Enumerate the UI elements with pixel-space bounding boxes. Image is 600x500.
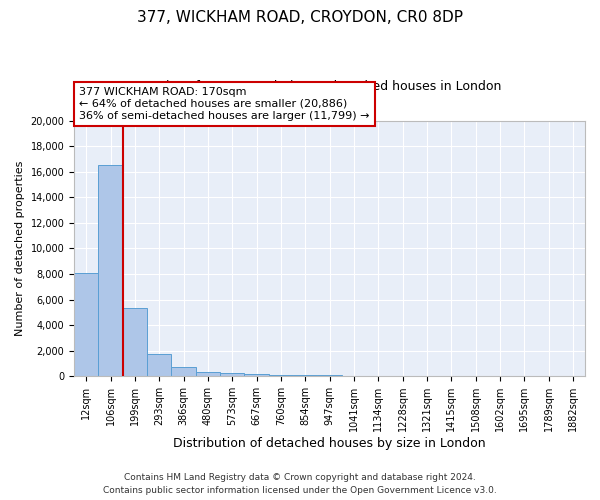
Text: 377 WICKHAM ROAD: 170sqm
← 64% of detached houses are smaller (20,886)
36% of se: 377 WICKHAM ROAD: 170sqm ← 64% of detach… bbox=[79, 88, 370, 120]
Bar bbox=[293, 375, 317, 376]
Bar bbox=[196, 372, 220, 376]
Bar bbox=[98, 166, 123, 376]
Title: Size of property relative to detached houses in London: Size of property relative to detached ho… bbox=[158, 80, 501, 93]
Bar bbox=[74, 274, 98, 376]
X-axis label: Distribution of detached houses by size in London: Distribution of detached houses by size … bbox=[173, 437, 486, 450]
Bar bbox=[269, 374, 293, 376]
Bar bbox=[172, 368, 196, 376]
Bar bbox=[220, 374, 244, 376]
Text: Contains HM Land Registry data © Crown copyright and database right 2024.
Contai: Contains HM Land Registry data © Crown c… bbox=[103, 474, 497, 495]
Bar bbox=[147, 354, 172, 376]
Bar bbox=[244, 374, 269, 376]
Text: 377, WICKHAM ROAD, CROYDON, CR0 8DP: 377, WICKHAM ROAD, CROYDON, CR0 8DP bbox=[137, 10, 463, 25]
Bar bbox=[123, 308, 147, 376]
Y-axis label: Number of detached properties: Number of detached properties bbox=[15, 160, 25, 336]
